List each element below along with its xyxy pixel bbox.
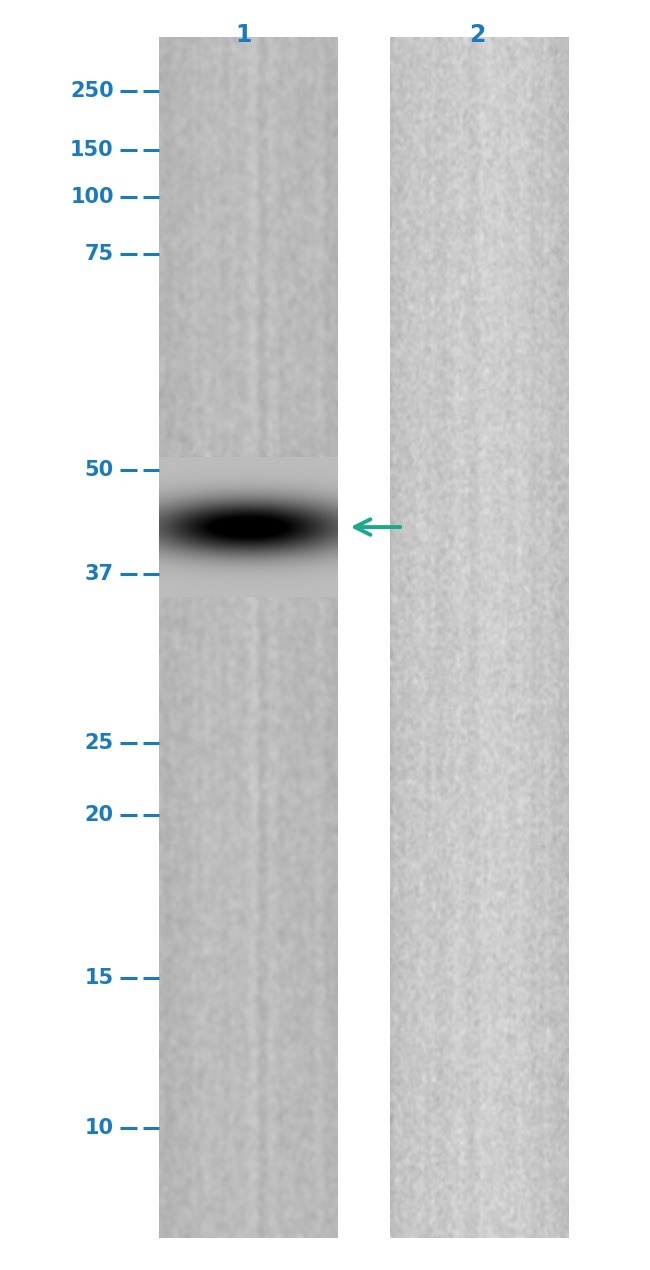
Text: 50: 50 xyxy=(84,460,114,480)
Text: 250: 250 xyxy=(70,81,114,102)
Text: 2: 2 xyxy=(469,23,486,47)
Text: 15: 15 xyxy=(84,968,114,988)
Text: 10: 10 xyxy=(84,1118,114,1138)
Text: 20: 20 xyxy=(84,805,114,826)
Text: 1: 1 xyxy=(235,23,252,47)
Text: 37: 37 xyxy=(84,564,114,584)
Text: 75: 75 xyxy=(84,244,114,264)
Text: 25: 25 xyxy=(84,733,114,753)
Text: 100: 100 xyxy=(70,187,114,207)
Text: 150: 150 xyxy=(70,140,114,160)
